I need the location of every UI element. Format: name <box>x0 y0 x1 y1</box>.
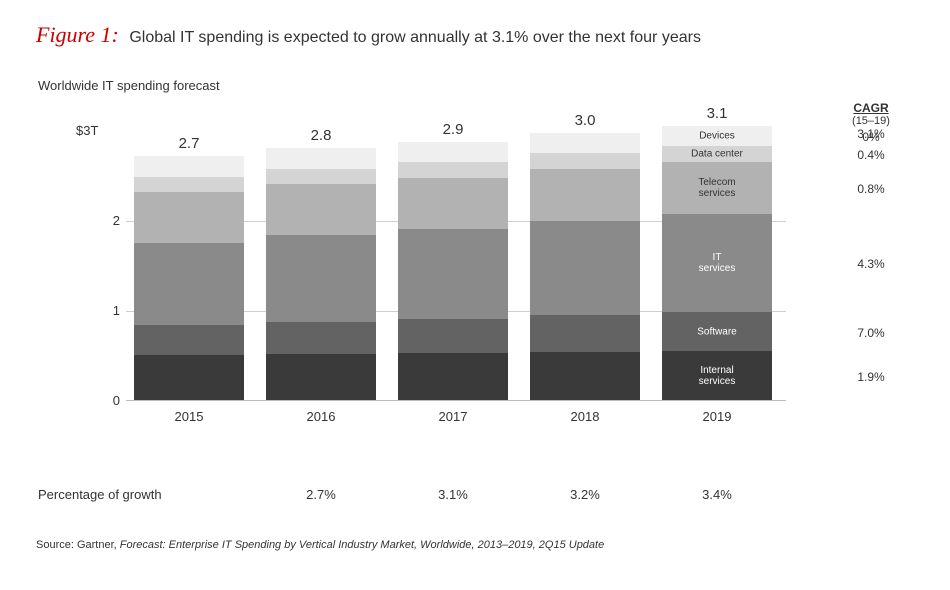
chart-area: $3T 0 1 2 2.7 2.8 2.9 3.0 Internal services Sof… <box>36 101 916 451</box>
bar-segment-internal: Internal services <box>662 351 772 400</box>
growth-value: 3.2% <box>530 487 640 502</box>
bar-segment-software <box>134 325 244 355</box>
bar-total-label: 2.7 <box>134 135 244 152</box>
figure-label: Figure 1: <box>36 22 119 47</box>
bar-segment-itserv <box>266 235 376 321</box>
cagr-value-itserv: 4.3% <box>826 257 916 271</box>
bar-segment-telecom <box>398 178 508 229</box>
x-axis-label: 2019 <box>662 409 772 424</box>
bar-segment-internal <box>398 353 508 400</box>
bar-segment-devices: Devices <box>662 126 772 147</box>
segment-label: Data center <box>662 148 772 159</box>
growth-value: 3.4% <box>662 487 772 502</box>
bar-segment-telecom <box>266 184 376 235</box>
bar-segment-datac <box>266 169 376 184</box>
y-tick-label: 1 <box>90 303 120 318</box>
x-axis-label: 2015 <box>134 409 244 424</box>
bar-segment-telecom <box>134 192 244 242</box>
growth-value: 3.1% <box>398 487 508 502</box>
bar-total-label: 2.8 <box>266 127 376 144</box>
source-prefix: Source: Gartner, <box>36 539 120 551</box>
bar-segment-devices <box>266 148 376 169</box>
cagr-subheader: (15–19) <box>826 115 916 127</box>
cagr-value-software: 7.0% <box>826 326 916 340</box>
bar-segment-software <box>266 322 376 354</box>
bar-segment-itserv <box>530 221 640 316</box>
bar-segment-datac: Data center <box>662 146 772 161</box>
bar-segment-itserv: IT services <box>662 214 772 312</box>
cagr-value-internal: 1.9% <box>826 370 916 384</box>
bar-segment-internal <box>134 355 244 400</box>
source-line: Source: Gartner, Forecast: Enterprise IT… <box>36 539 920 551</box>
bar-segment-devices <box>134 156 244 177</box>
cagr-value-devices: 0% <box>826 130 916 144</box>
bar-segment-datac <box>134 177 244 192</box>
source-title: Forecast: Enterprise IT Spending by Vert… <box>120 539 604 551</box>
cagr-column: CAGR (15–19) 3.1% 0%0.4%0.8%4.3%7.0%1.9% <box>826 101 916 127</box>
plot-area: 2.72.82.93.0Internal servicesSoftwareIT … <box>126 131 786 401</box>
x-axis-label: 2017 <box>398 409 508 424</box>
bar-segment-itserv <box>398 229 508 319</box>
chart-subtitle: Worldwide IT spending forecast <box>38 78 920 93</box>
bar-segment-software <box>398 319 508 353</box>
bar-segment-telecom <box>530 169 640 221</box>
figure-title: Figure 1: Global IT spending is expected… <box>36 22 920 48</box>
growth-value: 2.7% <box>266 487 376 502</box>
bar-total-label: 2.9 <box>398 121 508 138</box>
bar-total-label: 3.1 <box>662 105 772 122</box>
bar-segment-datac <box>530 153 640 168</box>
cagr-value-datac: 0.4% <box>826 148 916 162</box>
segment-label: Devices <box>662 130 772 141</box>
bar-total-label: 3.0 <box>530 112 640 129</box>
cagr-value-telecom: 0.8% <box>826 182 916 196</box>
segment-label: Software <box>662 326 772 337</box>
bar-segment-telecom: Telecom services <box>662 162 772 214</box>
bar-segment-itserv <box>134 243 244 326</box>
bar-segment-devices <box>398 142 508 163</box>
figure-title-text: Global IT spending is expected to grow a… <box>129 29 701 46</box>
segment-label: IT services <box>662 252 772 274</box>
bar-segment-internal <box>266 354 376 400</box>
bar-segment-internal <box>530 352 640 400</box>
x-axis-label: 2018 <box>530 409 640 424</box>
y-axis-unit: $3T <box>76 123 98 138</box>
segment-label: Internal services <box>662 365 772 387</box>
growth-row: Percentage of growth 2.7% 3.1% 3.2% 3.4% <box>36 487 920 507</box>
x-axis-label: 2016 <box>266 409 376 424</box>
growth-label: Percentage of growth <box>38 487 162 502</box>
bar-segment-software <box>530 315 640 352</box>
y-tick-label: 2 <box>90 213 120 228</box>
segment-label: Telecom services <box>662 177 772 199</box>
y-tick-label: 0 <box>90 393 120 408</box>
cagr-header: CAGR <box>826 101 916 115</box>
bar-segment-software: Software <box>662 312 772 352</box>
bar-segment-datac <box>398 162 508 177</box>
bar-segment-devices <box>530 133 640 154</box>
